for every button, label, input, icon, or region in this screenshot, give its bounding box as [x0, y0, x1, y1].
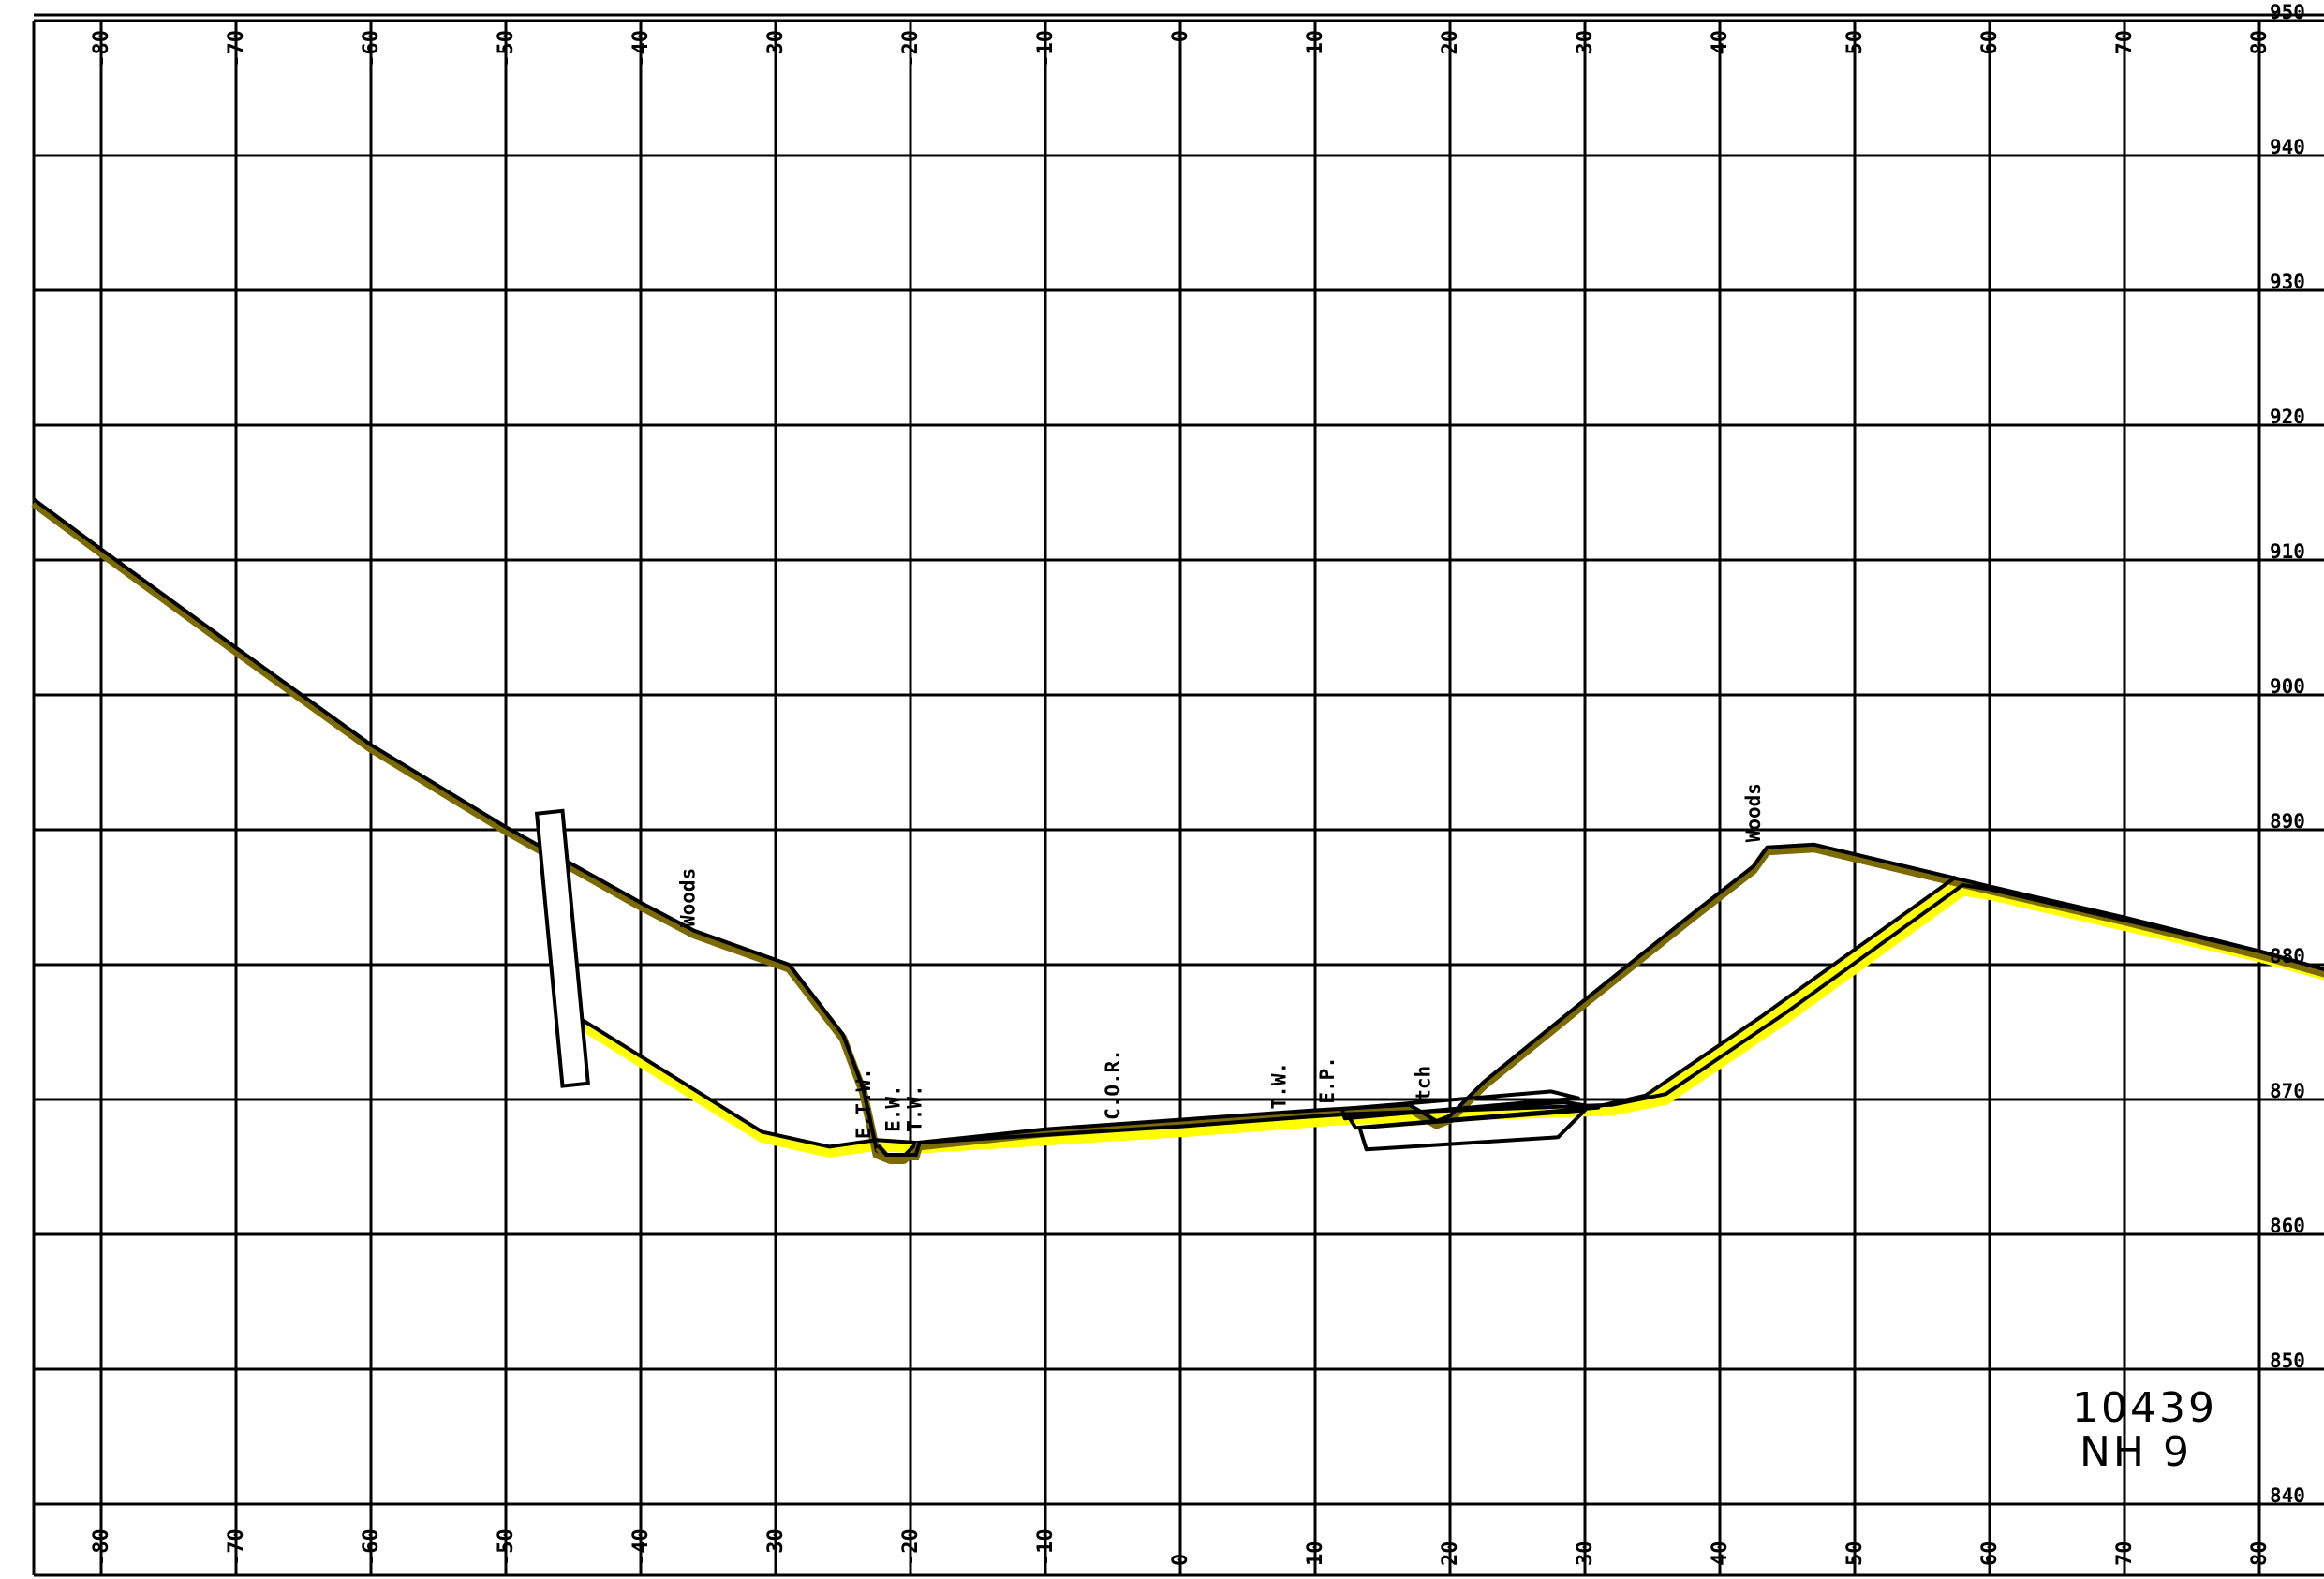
station-tick-label: 0	[1169, 30, 1192, 42]
station-tick-label: -40	[629, 30, 653, 67]
station-tick-label: 10	[1304, 1542, 1327, 1567]
station-tick-label: -80	[90, 1528, 113, 1566]
station-tick-label: -20	[899, 1528, 923, 1566]
station-tick-label: 70	[2113, 30, 2137, 55]
retaining-wall	[534, 808, 590, 1088]
station-tick-label: 60	[1978, 30, 2002, 55]
proposed-grade-highlight	[566, 885, 2324, 1158]
elevation-axis: 950 940 930 920 910 900 890 880 870 860 850 840	[2270, 1, 2305, 1507]
station-tick-label: 30	[1574, 30, 1597, 55]
station-tick-label: 10	[1304, 30, 1327, 55]
station-tick-label: -10	[1034, 30, 1058, 67]
station-tick-label: 40	[1709, 1542, 1732, 1567]
station-tick-label: 70	[2113, 1542, 2137, 1567]
sheet-id-line2: NH 9	[2080, 1428, 2192, 1476]
elevation-tick-label: 920	[2270, 406, 2305, 428]
pavement-layer	[1357, 1108, 1587, 1152]
elevation-tick-label: 890	[2270, 810, 2305, 833]
station-tick-label: -80	[90, 30, 113, 67]
station-tick-label: 0	[1169, 1554, 1192, 1566]
sheet-id-line1: 10439	[2072, 1384, 2217, 1432]
station-tick-label: -40	[629, 1528, 653, 1566]
elevation-tick-label: 850	[2270, 1350, 2305, 1372]
annotation-label: T.W.	[904, 1085, 926, 1132]
pavement-layer	[1347, 1099, 1601, 1130]
elevation-tick-label: 870	[2270, 1080, 2305, 1102]
station-tick-label: 20	[1439, 30, 1462, 55]
station-tick-label: 80	[2248, 1542, 2272, 1567]
elevation-tick-label: 880	[2270, 945, 2305, 967]
station-tick-label: -10	[1034, 1528, 1058, 1566]
grid	[32, 13, 2324, 1577]
pavement-layer	[1340, 1089, 1580, 1121]
station-tick-label: 40	[1709, 30, 1732, 55]
station-tick-label: 50	[1843, 30, 1867, 55]
annotation-label: Woods	[677, 868, 700, 927]
station-tick-label: -50	[495, 30, 518, 67]
annotation-label: E.W.	[881, 1085, 904, 1132]
station-tick-label: -20	[899, 30, 923, 67]
station-tick-label: 60	[1978, 1542, 2002, 1567]
station-tick-label: -60	[360, 1528, 383, 1566]
profile-lines	[31, 497, 2324, 1164]
elevation-tick-label: 900	[2270, 675, 2305, 698]
station-tick-label: 20	[1439, 1542, 1462, 1567]
annotation-label: Woods	[1742, 783, 1765, 842]
station-tick-label: -50	[495, 1528, 518, 1566]
elevation-tick-label: 940	[2270, 136, 2305, 158]
elevation-tick-label: 910	[2270, 540, 2305, 563]
annotation-label: tch	[1412, 1066, 1434, 1101]
station-tick-label: -70	[225, 30, 248, 67]
station-tick-label: 30	[1574, 1542, 1597, 1567]
station-axis-bottom: -80 -70 -60 -50 -40 -30 -20 -10 0 10 20 30 40 50 60 70 8…	[90, 1528, 2272, 1566]
station-axis-top: -80 -70 -60 -50 -40 -30 -20 -10 0 10 20 30 40 50 60 70 8…	[90, 30, 2272, 67]
annotation-label: C.O.R.	[1102, 1049, 1124, 1120]
station-tick-label: -30	[764, 1528, 788, 1566]
station-tick-label: 80	[2248, 30, 2272, 55]
elevation-tick-label: 860	[2270, 1215, 2305, 1237]
ditch-outline	[876, 1141, 923, 1157]
station-tick-label: -70	[225, 1528, 248, 1566]
existing-ground-shadow	[31, 499, 2324, 1164]
station-tick-label: -60	[360, 30, 383, 67]
elevation-tick-label: 950	[2270, 1, 2305, 23]
station-tick-label: 50	[1843, 1542, 1867, 1567]
elevation-tick-label: 930	[2270, 271, 2305, 293]
fill-slope-highlight	[1597, 878, 1960, 1117]
elevation-tick-label: 840	[2270, 1484, 2305, 1507]
station-tick-label: -30	[764, 30, 788, 67]
annotation-label: E.T.W.	[852, 1068, 875, 1139]
existing-ground-line	[32, 497, 2324, 1158]
annotation-label: T.W.	[1267, 1062, 1290, 1110]
annotation-label: E.P.	[1316, 1056, 1339, 1104]
fill-slope-line	[1597, 875, 1958, 1109]
